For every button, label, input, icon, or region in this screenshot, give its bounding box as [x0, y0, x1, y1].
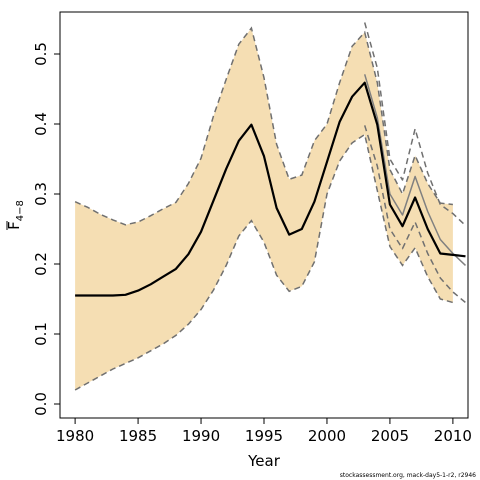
x-axis-title: Year: [247, 452, 281, 470]
x-tick-label: 1985: [119, 427, 157, 445]
y-tick-label: 0.2: [32, 252, 50, 276]
svg-text:F4−8: F4−8: [5, 200, 26, 230]
x-tick-label: 2010: [434, 427, 472, 445]
x-tick-label: 2005: [371, 427, 409, 445]
x-axis: 1980 1985 1990 1995 2000 2005 2010: [56, 418, 472, 445]
footnote: stockassessment.org, mack-day5-1-r2, r29…: [340, 472, 476, 479]
y-axis-title-main: F: [5, 221, 23, 230]
y-axis-title: F4−8: [5, 200, 26, 230]
confidence-band-layer: [75, 28, 453, 390]
x-tick-label: 2000: [308, 427, 346, 445]
y-tick-label: 0.4: [32, 112, 50, 136]
y-axis-title-subscript: 4−8: [15, 200, 26, 221]
y-tick-label: 0.3: [32, 182, 50, 206]
confidence-band: [75, 28, 453, 390]
x-tick-label: 1980: [56, 427, 94, 445]
y-tick-label: 0.1: [32, 322, 50, 346]
y-tick-label: 0.5: [32, 42, 50, 66]
x-tick-label: 1995: [245, 427, 283, 445]
y-axis: 0.0 0.1 0.2 0.3 0.4 0.5: [32, 42, 60, 416]
x-tick-label: 1990: [182, 427, 220, 445]
y-tick-label: 0.0: [32, 392, 50, 416]
plot-area: [60, 12, 468, 418]
